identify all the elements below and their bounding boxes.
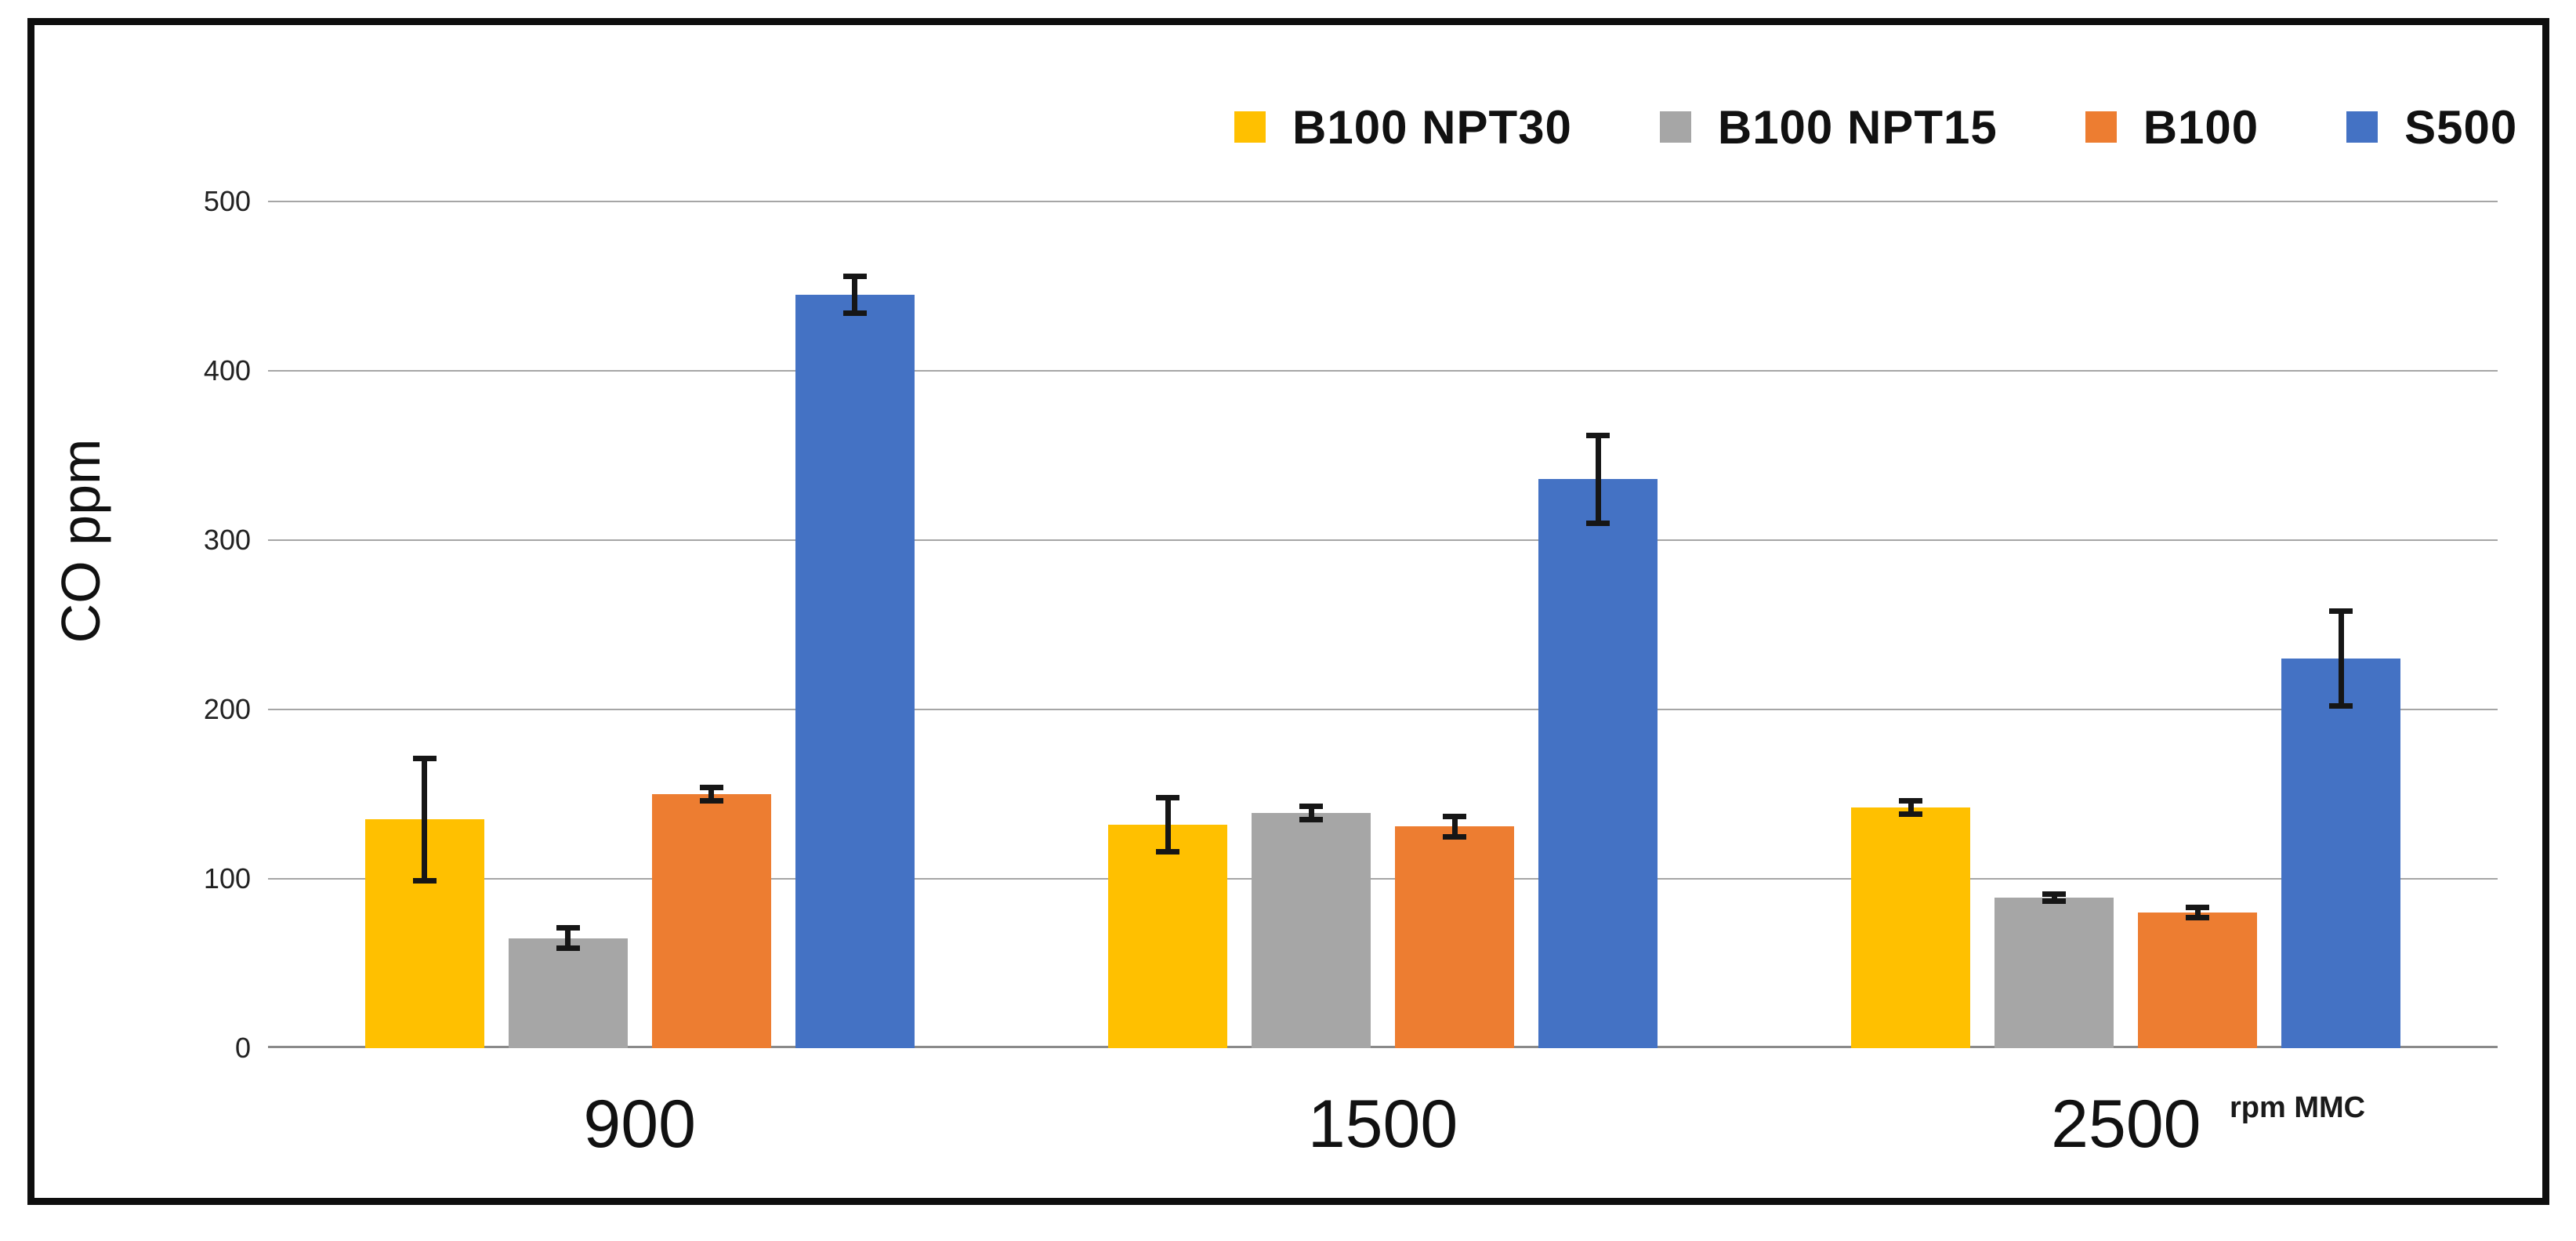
legend-label: B100 NPT30 [1292,100,1572,154]
gridline [268,709,2498,710]
gridline [268,539,2498,541]
x-category-label: 1500 [1307,1087,1458,1162]
legend-label: B100 NPT15 [1717,100,1998,154]
error-bar-cap [1586,432,1610,438]
legend-swatch-icon [1234,111,1266,143]
x-axis-unit-label: rpm MMC [2230,1091,2366,1124]
y-axis-title: CO ppm [50,438,111,644]
error-bar-cap [2329,703,2353,709]
bar [1395,826,1514,1048]
error-bar-cap [1443,833,1466,840]
legend-swatch-icon [2085,111,2117,143]
chart-frame-border [27,18,2549,1205]
error-bar-cap [556,945,580,952]
bar [1538,479,1658,1048]
legend-swatch-icon [1659,111,1691,143]
error-bar-cap [842,310,867,317]
gridline [268,201,2498,202]
error-bar-cap [2186,915,2210,921]
error-bar-whisker [2194,907,2201,918]
error-bar-cap [1299,816,1323,822]
y-tick-label: 0 [234,1032,251,1064]
error-bar-cap [2186,905,2210,911]
bar [795,294,915,1048]
gridline [268,878,2498,880]
error-bar-whisker [852,276,858,314]
error-bar-cap [1899,811,1923,818]
error-bar-cap [1156,794,1179,800]
y-tick-label: 200 [203,693,251,725]
bar [1994,897,2114,1048]
error-bar-whisker [565,927,571,949]
legend-item: B100 [2085,100,2259,154]
bar [1252,812,1371,1048]
error-bar-cap [699,798,723,804]
error-bar-cap [2042,891,2067,897]
bar [508,938,628,1048]
legend-item: S500 [2346,100,2517,154]
legend-item: B100 NPT15 [1659,100,1998,154]
gridline [268,370,2498,372]
bar [2281,659,2401,1048]
legend-label: B100 [2143,100,2259,154]
error-bar-cap [1443,813,1466,819]
error-bar-whisker [1908,800,1914,815]
error-bar-cap [1156,848,1179,855]
error-bar-cap [2329,608,2353,615]
error-bar-whisker [708,787,715,801]
error-bar-cap [556,925,580,931]
error-bar-cap [1899,798,1923,804]
legend: B100 NPT30 B100 NPT15 B100 S500 [1234,96,2517,158]
error-bar-cap [412,877,437,884]
error-bar-whisker [422,758,428,881]
legend-item: B100 NPT30 [1234,100,1572,154]
legend-swatch-icon [2346,111,2379,143]
error-bar-whisker [1165,797,1171,852]
bar [1108,824,1227,1048]
y-tick-label: 300 [203,524,251,556]
error-bar-whisker [1595,435,1601,524]
error-bar-whisker [2338,611,2344,706]
error-bar-cap [842,273,867,279]
y-tick-label: 500 [203,185,251,217]
error-bar-cap [1299,803,1323,809]
y-tick-label: 400 [203,354,251,386]
y-tick-label: 100 [203,862,251,894]
x-category-label: 900 [583,1087,696,1162]
error-bar-cap [412,756,437,762]
legend-label: S500 [2404,100,2518,154]
x-category-label: 2500 [2051,1087,2201,1162]
error-bar-whisker [1308,806,1314,820]
error-bar-cap [2042,898,2067,904]
error-bar-whisker [1451,816,1458,836]
bar [651,794,771,1048]
plot-area [268,201,2498,1048]
bar [2138,913,2258,1048]
error-bar-cap [1586,520,1610,526]
x-axis-line [268,1046,2498,1048]
bar [1851,807,1971,1048]
error-bar-cap [699,784,723,790]
error-bar-whisker [2051,894,2057,902]
